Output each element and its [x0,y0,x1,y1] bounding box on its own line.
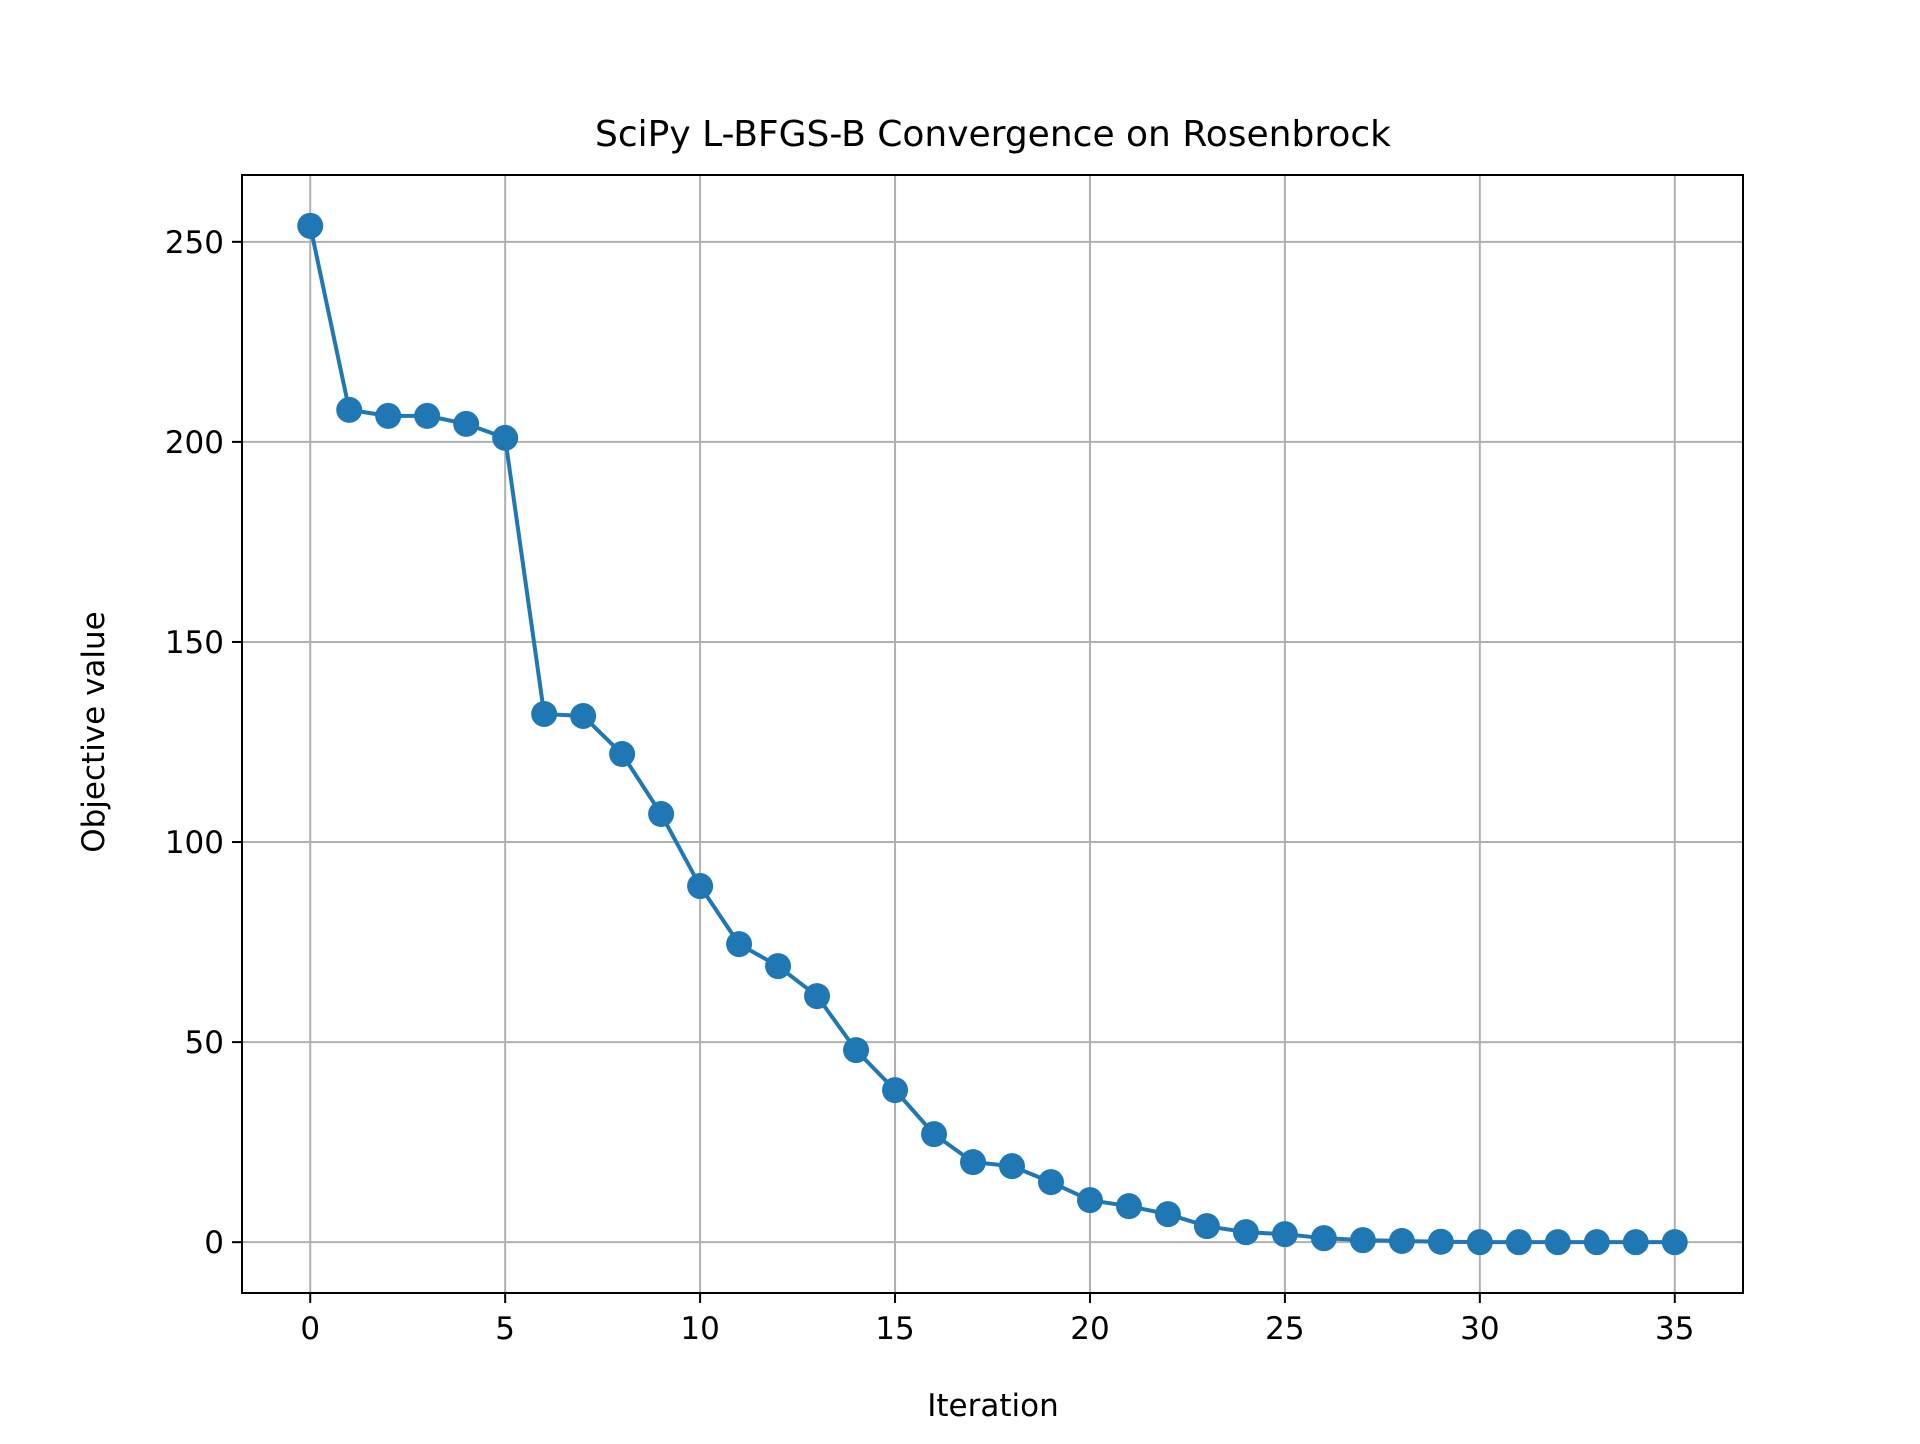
data-point [1193,1213,1220,1240]
data-point [998,1153,1025,1180]
data-point [531,700,558,727]
data-point [570,702,597,729]
data-point [1466,1229,1493,1256]
y-tick-label: 100 [165,825,224,861]
data-point [921,1121,948,1148]
data-point [453,410,480,437]
data-point [648,801,675,828]
x-tick-label: 30 [1460,1311,1499,1347]
y-tick-label: 200 [165,425,224,461]
data-point [1076,1187,1103,1214]
x-tick-label: 25 [1265,1311,1304,1347]
data-point [726,931,753,958]
data-point [1505,1229,1532,1256]
data-point [1388,1227,1415,1254]
grid-lines [242,175,1743,1293]
x-tick-label: 5 [495,1311,515,1347]
data-point [414,402,441,429]
data-point [1154,1201,1181,1228]
axis-ticks: 0 5 10 15 20 25 30 35 0 50 100 150 200 250 [165,225,1695,1347]
x-axis-label: Iteration [927,1388,1059,1424]
plot-area-frame [241,174,1744,1294]
data-point [1349,1227,1376,1254]
data-point [804,983,831,1010]
data-point [1427,1228,1454,1255]
data-point [1310,1225,1337,1252]
data-point [492,424,519,451]
data-point [1544,1229,1571,1256]
data-point [1622,1229,1649,1256]
data-point [960,1149,987,1176]
data-point [687,873,714,900]
y-tick-label: 250 [165,225,224,261]
x-tick-label: 0 [300,1311,320,1347]
series-layer [297,212,1688,1256]
data-point [1115,1193,1142,1220]
data-point [1037,1169,1064,1196]
y-tick-label: 150 [165,625,224,661]
data-point [297,212,324,239]
data-point [1661,1229,1688,1256]
data-point [336,396,363,423]
data-point [609,741,636,768]
x-tick-label: 20 [1070,1311,1109,1347]
data-point [375,402,402,429]
chart-title: SciPy L-BFGS-B Convergence on Rosenbrock [595,114,1391,155]
data-point [1232,1219,1259,1246]
data-point [1271,1221,1298,1248]
data-point [882,1077,909,1104]
data-point [1583,1229,1610,1256]
y-tick-label: 50 [185,1025,224,1061]
x-tick-label: 15 [875,1311,914,1347]
data-point [843,1037,870,1064]
x-tick-label: 35 [1655,1311,1694,1347]
x-tick-label: 10 [680,1311,719,1347]
y-axis-label: Objective value [76,611,112,853]
y-tick-label: 0 [204,1225,224,1261]
data-point [765,953,792,980]
